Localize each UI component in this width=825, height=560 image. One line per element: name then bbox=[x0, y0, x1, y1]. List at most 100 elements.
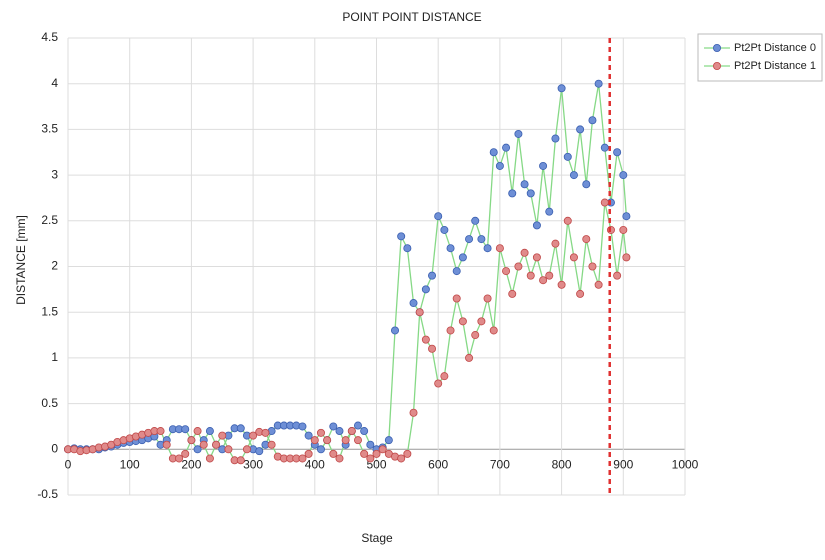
data-point bbox=[613, 271, 622, 280]
y-tick-label: 2 bbox=[51, 259, 58, 273]
data-point bbox=[261, 428, 270, 437]
data-point bbox=[205, 454, 214, 463]
data-point bbox=[563, 152, 572, 161]
data-point bbox=[428, 344, 437, 353]
data-point bbox=[316, 428, 325, 437]
data-point bbox=[415, 308, 424, 317]
legend-label: Pt2Pt Distance 1 bbox=[734, 60, 816, 72]
data-point bbox=[520, 180, 529, 189]
data-point bbox=[181, 449, 190, 458]
data-point bbox=[378, 445, 387, 454]
data-point bbox=[588, 116, 597, 125]
y-axis-label: DISTANCE [mm] bbox=[14, 215, 28, 305]
data-point bbox=[187, 436, 196, 445]
data-point bbox=[298, 454, 307, 463]
data-point bbox=[329, 422, 338, 431]
data-point bbox=[156, 427, 165, 436]
y-tick-label: 3.5 bbox=[41, 122, 58, 136]
y-tick-label: 0.5 bbox=[41, 396, 58, 410]
data-point bbox=[532, 221, 541, 230]
data-point bbox=[569, 171, 578, 180]
data-point bbox=[582, 235, 591, 244]
data-point bbox=[255, 447, 264, 456]
data-point bbox=[335, 454, 344, 463]
data-point bbox=[372, 449, 381, 458]
data-point bbox=[409, 408, 418, 417]
x-tick-label: 800 bbox=[552, 457, 572, 471]
data-point bbox=[489, 148, 498, 157]
data-point bbox=[622, 253, 631, 262]
y-tick-label: 4.5 bbox=[41, 30, 58, 44]
data-point bbox=[347, 427, 356, 436]
data-point bbox=[622, 212, 631, 221]
data-point bbox=[600, 143, 609, 152]
data-point bbox=[366, 440, 375, 449]
data-point bbox=[446, 326, 455, 335]
data-point bbox=[495, 244, 504, 253]
data-point bbox=[329, 449, 338, 458]
data-point bbox=[384, 436, 393, 445]
x-tick-label: 600 bbox=[428, 457, 448, 471]
data-point bbox=[409, 299, 418, 308]
data-point bbox=[298, 422, 307, 431]
data-point bbox=[403, 244, 412, 253]
data-point bbox=[483, 294, 492, 303]
data-point bbox=[594, 280, 603, 289]
data-point bbox=[193, 445, 202, 454]
data-point bbox=[304, 431, 313, 440]
data-point bbox=[224, 445, 233, 454]
data-point bbox=[353, 436, 362, 445]
y-tick-label: 2.5 bbox=[41, 213, 58, 227]
data-point bbox=[514, 129, 523, 138]
y-tick-label: 1 bbox=[51, 350, 58, 364]
x-tick-label: 700 bbox=[490, 457, 510, 471]
data-point bbox=[489, 326, 498, 335]
data-point bbox=[532, 253, 541, 262]
x-tick-label: 300 bbox=[243, 457, 263, 471]
data-point bbox=[471, 331, 480, 340]
data-point bbox=[539, 161, 548, 170]
data-point bbox=[600, 198, 609, 207]
data-point bbox=[520, 248, 529, 257]
x-axis-label: Stage bbox=[361, 531, 393, 545]
data-point bbox=[557, 280, 566, 289]
data-point bbox=[249, 431, 258, 440]
x-tick-label: 100 bbox=[120, 457, 140, 471]
data-point bbox=[310, 436, 319, 445]
data-point bbox=[181, 425, 190, 434]
data-point bbox=[594, 79, 603, 88]
data-point bbox=[199, 440, 208, 449]
data-point bbox=[323, 436, 332, 445]
data-point bbox=[421, 335, 430, 344]
data-point bbox=[576, 289, 585, 298]
data-point bbox=[236, 456, 245, 465]
data-point bbox=[508, 189, 517, 198]
legend-marker bbox=[713, 62, 722, 71]
data-point bbox=[421, 285, 430, 294]
data-point bbox=[212, 440, 221, 449]
data-point bbox=[205, 427, 214, 436]
x-tick-label: 1000 bbox=[672, 457, 699, 471]
chart-title: POINT POINT DISTANCE bbox=[342, 10, 481, 24]
data-point bbox=[316, 445, 325, 454]
data-point bbox=[360, 427, 369, 436]
data-point bbox=[397, 454, 406, 463]
legend-label: Pt2Pt Distance 0 bbox=[734, 42, 816, 54]
data-point bbox=[446, 244, 455, 253]
legend-marker bbox=[713, 44, 722, 53]
data-point bbox=[563, 216, 572, 225]
data-point bbox=[545, 207, 554, 216]
data-point bbox=[434, 379, 443, 388]
data-point bbox=[613, 148, 622, 157]
data-point bbox=[353, 421, 362, 430]
x-tick-label: 900 bbox=[613, 457, 633, 471]
data-point bbox=[218, 431, 227, 440]
data-point bbox=[502, 267, 511, 276]
data-point bbox=[162, 440, 171, 449]
data-point bbox=[477, 317, 486, 326]
data-point bbox=[495, 161, 504, 170]
y-tick-label: 3 bbox=[51, 167, 58, 181]
data-point bbox=[576, 125, 585, 134]
